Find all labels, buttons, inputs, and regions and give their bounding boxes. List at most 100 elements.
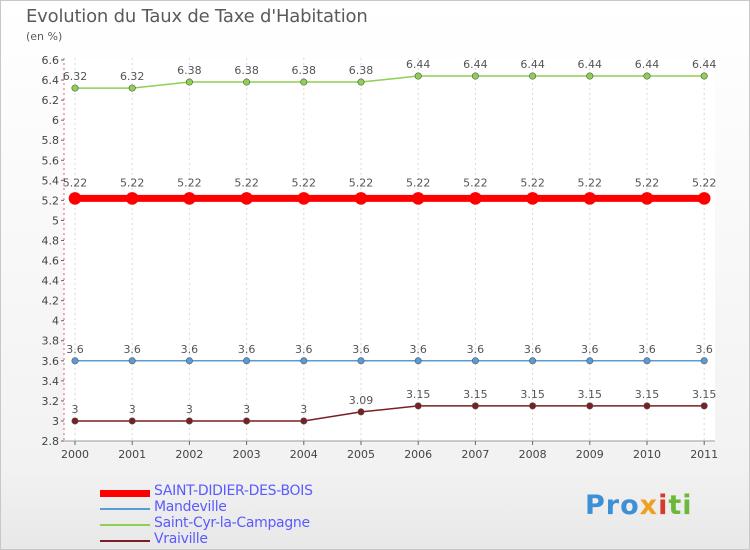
logo-part-2: x: [639, 490, 659, 521]
data-label-saint-didier-des-bois: 5.22: [177, 176, 202, 189]
y-tick-label: 3: [52, 415, 59, 428]
data-point-mandeville: [700, 357, 708, 365]
data-point-vraiville: [700, 402, 708, 410]
data-label-mandeville: 3.6: [409, 343, 427, 356]
y-tick-label: 5: [52, 214, 59, 227]
data-point-saint-cyr-la-campagne: [185, 78, 193, 86]
data-label-mandeville: 3.6: [66, 343, 84, 356]
legend-swatch: [100, 508, 150, 510]
data-point-vraiville: [300, 417, 308, 425]
legend-swatch: [100, 540, 150, 542]
data-point-saint-didier-des-bois: [697, 192, 711, 205]
y-tick-label: 2.8: [42, 435, 60, 448]
data-point-mandeville: [471, 357, 479, 365]
data-point-vraiville: [357, 408, 365, 416]
logo-part-1: Pro: [585, 490, 640, 521]
data-point-mandeville: [529, 357, 537, 365]
legend-swatch: [100, 489, 150, 497]
data-point-saint-cyr-la-campagne: [243, 78, 251, 86]
data-label-saint-cyr-la-campagne: 6.32: [63, 70, 88, 83]
x-tick-label: 2002: [175, 448, 203, 461]
y-tick-label: 5.2: [42, 194, 60, 207]
data-label-saint-didier-des-bois: 5.22: [292, 176, 317, 189]
y-tick-label: 3.2: [42, 395, 60, 408]
plot-area: [64, 58, 715, 441]
data-point-saint-cyr-la-campagne: [529, 72, 537, 80]
legend-label: Mandeville: [154, 499, 227, 515]
data-point-mandeville: [643, 357, 651, 365]
data-point-saint-cyr-la-campagne: [471, 72, 479, 80]
data-point-saint-didier-des-bois: [68, 192, 82, 205]
data-point-saint-didier-des-bois: [640, 192, 654, 205]
x-tick-label: 2010: [633, 448, 661, 461]
data-label-saint-cyr-la-campagne: 6.44: [520, 58, 545, 71]
data-label-vraiville: 3: [243, 403, 250, 416]
data-label-saint-didier-des-bois: 5.22: [349, 176, 374, 189]
data-point-vraiville: [128, 417, 136, 425]
data-point-saint-didier-des-bois: [183, 192, 196, 205]
data-point-saint-didier-des-bois: [469, 192, 482, 205]
data-label-mandeville: 3.6: [352, 343, 370, 356]
data-point-saint-cyr-la-campagne: [357, 78, 365, 86]
y-tick-label: 4.8: [42, 234, 60, 247]
data-label-vraiville: 3: [129, 403, 136, 416]
data-label-saint-didier-des-bois: 5.22: [463, 176, 488, 189]
legend-swatch: [100, 524, 150, 526]
data-label-mandeville: 3.6: [181, 343, 199, 356]
data-point-mandeville: [414, 357, 422, 365]
data-label-saint-didier-des-bois: 5.22: [406, 176, 431, 189]
data-point-mandeville: [357, 357, 365, 365]
data-point-saint-didier-des-bois: [411, 192, 425, 205]
data-label-mandeville: 3.6: [295, 343, 313, 356]
y-tick-label: 5.4: [42, 174, 60, 187]
data-label-saint-cyr-la-campagne: 6.44: [635, 58, 660, 71]
data-point-saint-didier-des-bois: [583, 192, 597, 205]
data-label-mandeville: 3.6: [581, 343, 599, 356]
data-point-saint-didier-des-bois: [240, 192, 253, 205]
data-label-saint-cyr-la-campagne: 6.38: [177, 64, 202, 77]
data-label-saint-cyr-la-campagne: 6.44: [578, 58, 603, 71]
data-point-saint-cyr-la-campagne: [71, 84, 79, 92]
data-label-saint-didier-des-bois: 5.22: [635, 176, 660, 189]
y-tick-label: 6: [52, 114, 59, 127]
data-label-vraiville: 3: [72, 403, 79, 416]
x-tick-label: 2003: [233, 448, 261, 461]
data-label-saint-cyr-la-campagne: 6.44: [406, 58, 431, 71]
data-point-vraiville: [643, 402, 651, 410]
data-point-vraiville: [529, 402, 537, 410]
data-label-mandeville: 3.6: [467, 343, 485, 356]
data-point-saint-didier-des-bois: [125, 192, 139, 205]
legend-label: SAINT-DIDIER-DES-BOIS: [154, 483, 313, 499]
data-label-saint-cyr-la-campagne: 6.44: [692, 58, 717, 71]
data-label-mandeville: 3.6: [524, 343, 542, 356]
data-label-vraiville: 3: [300, 403, 307, 416]
chart-subtitle: (en %): [26, 30, 63, 43]
data-point-saint-didier-des-bois: [297, 192, 311, 205]
data-point-mandeville: [185, 357, 193, 365]
data-point-saint-cyr-la-campagne: [643, 72, 651, 80]
data-label-saint-didier-des-bois: 5.22: [692, 176, 717, 189]
y-tick-label: 6.6: [42, 54, 60, 67]
y-tick-label: 4.2: [42, 295, 60, 308]
data-label-vraiville: 3.15: [635, 388, 660, 401]
data-label-mandeville: 3.6: [238, 343, 256, 356]
data-label-saint-cyr-la-campagne: 6.44: [463, 58, 488, 71]
data-label-saint-cyr-la-campagne: 6.32: [120, 70, 145, 83]
data-point-saint-didier-des-bois: [354, 192, 368, 205]
data-label-vraiville: 3.15: [463, 388, 488, 401]
data-label-saint-didier-des-bois: 5.22: [63, 176, 88, 189]
data-point-saint-cyr-la-campagne: [128, 84, 136, 92]
data-point-vraiville: [586, 402, 594, 410]
x-tick-label: 2008: [519, 448, 547, 461]
x-tick-label: 2001: [118, 448, 146, 461]
legend-label: Vraiville: [154, 531, 208, 547]
x-tick-label: 2007: [461, 448, 489, 461]
data-point-saint-cyr-la-campagne: [700, 72, 708, 80]
legend-label: Saint-Cyr-la-Campagne: [154, 515, 310, 531]
data-point-vraiville: [414, 402, 422, 410]
y-tick-label: 5.6: [42, 154, 60, 167]
y-tick-label: 4: [52, 315, 59, 328]
data-point-mandeville: [71, 357, 79, 365]
data-label-saint-didier-des-bois: 5.22: [120, 176, 145, 189]
